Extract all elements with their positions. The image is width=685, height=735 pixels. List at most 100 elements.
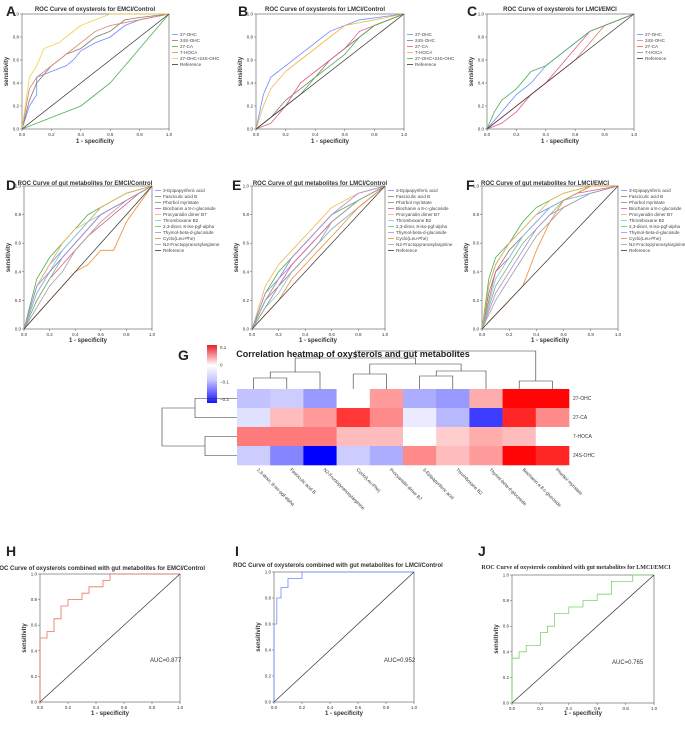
x-tick-label: 0.4 (327, 705, 334, 710)
dendrogram-link (204, 436, 237, 456)
x-tick-label: 1.0 (166, 132, 173, 137)
y-tick-label: 0.6 (503, 624, 510, 629)
x-tick-label: 0.8 (383, 705, 390, 710)
plot-frame (255, 13, 405, 130)
y-axis-label: sensitivity (22, 623, 28, 653)
y-tick-label: 0.4 (247, 81, 254, 86)
y-tick-label: 1.0 (503, 573, 510, 578)
y-tick-label: 0.2 (265, 674, 272, 679)
y-tick-label: 0.8 (15, 212, 22, 217)
y-tick-label: 0.0 (15, 327, 22, 332)
heatmap-col-label: Thymol-beta-d-glucoside (488, 467, 528, 507)
x-tick-label: 0.2 (65, 705, 72, 710)
y-tick-label: 0.6 (243, 241, 250, 246)
panel-h: H ROC Curve of oxysterols combined with g… (0, 543, 205, 717)
heatmap-cell (369, 408, 404, 428)
series-line-thymol-beta-d-glucoside (23, 185, 153, 330)
x-tick-label: 1.0 (401, 132, 408, 137)
panel-label: D (6, 177, 16, 193)
x-tick-label: 0.0 (249, 332, 256, 337)
y-tick-label: 0.4 (473, 269, 480, 274)
heatmap-row-label: 24S-OHC (573, 453, 595, 459)
y-tick-label: 0.4 (31, 648, 38, 653)
x-axis-label: 1 - specificity (311, 139, 350, 145)
legend-label: Biochanin a 8-c-glucoside (629, 206, 682, 211)
heatmap-col-label: Phorbol myristate (555, 467, 584, 496)
heatmap-cell (502, 389, 537, 409)
legend-label: Procyanidin dimer B7 (396, 212, 440, 217)
x-tick-label: 0.4 (78, 132, 85, 137)
y-tick-label: 0.2 (503, 675, 510, 680)
panel-a: A ROC Curve of oxysterols for EMCI/Contro… (4, 3, 220, 145)
y-tick-label: 0.8 (247, 35, 254, 40)
heatmap-col-label: Procyanidin dimer B7 (389, 467, 424, 502)
row-dendrogram (161, 398, 237, 456)
plot-frame (511, 574, 655, 704)
legend-label: Reference (396, 248, 418, 253)
legend-label: N2-Fructopyranosylarginine (629, 242, 685, 247)
panel-label: C (467, 3, 477, 19)
series-line-7-hoca (21, 13, 170, 130)
heatmap-cell (270, 408, 304, 428)
y-tick-label: 1.0 (15, 184, 22, 189)
legend-label: 27-CA (180, 44, 194, 49)
x-axis-label: 1 - specificity (299, 338, 338, 344)
y-tick-label: 0.8 (473, 212, 480, 217)
x-tick-label: 0.8 (622, 706, 629, 711)
series-line-combined (273, 571, 414, 702)
legend-label: Fasciculic acid B (163, 194, 197, 199)
y-axis-label: sensitivity (238, 56, 244, 86)
x-tick-label: 0.8 (136, 132, 143, 137)
heatmap-cell (535, 427, 570, 447)
panel-g: G Correlation heatmap of oxysterols and g… (161, 345, 595, 511)
series-line-procyanidin-dimer-b7 (23, 185, 153, 330)
panel-f: F ROC Curve of gut metabolites for LMCI/E… (464, 177, 685, 344)
heatmap-cell (369, 389, 404, 409)
series-line-n2-fructopyranosylarginine (481, 185, 619, 330)
plot-frame (486, 13, 635, 130)
legend-label: Fasciculic acid B (629, 194, 663, 199)
x-tick-label: 0.0 (253, 132, 260, 137)
y-tick-label: 0.8 (31, 597, 38, 602)
y-tick-label: 0.4 (503, 649, 510, 654)
y-axis-label: sensitivity (256, 622, 262, 652)
x-tick-label: 0.4 (72, 332, 79, 337)
legend-label: Phorbol myristate (396, 200, 432, 205)
chart-title: ROC Curve of oxysterols combined with gu… (481, 565, 671, 571)
y-tick-label: 0.6 (478, 58, 485, 63)
dendrogram-link (161, 407, 205, 447)
legend-label: 24S-OHC (645, 38, 666, 43)
legend-label: Biochanin a 8-c-glucoside (163, 206, 216, 211)
heatmap-cell (369, 446, 404, 466)
y-tick-label: 0.2 (473, 298, 480, 303)
x-tick-label: 0.2 (46, 332, 53, 337)
y-axis-label: sensitivity (464, 242, 470, 272)
y-tick-label: 1.0 (31, 572, 38, 577)
colorbar-tick-label: −0.1 (220, 380, 229, 385)
x-tick-label: 1.0 (615, 332, 622, 337)
heatmap-cell (369, 427, 404, 447)
chart-title: ROC Curve of gut metabolites for LMCI/EM… (481, 181, 609, 187)
legend-label: Reference (629, 248, 651, 253)
panel-label: J (478, 543, 486, 559)
legend-label: Thromboxane B2 (629, 218, 665, 223)
y-tick-label: 0.8 (265, 596, 272, 601)
x-axis-label: 1 - specificity (76, 139, 115, 145)
series-line-thromboxane-b2 (481, 185, 619, 330)
y-tick-label: 1.0 (243, 184, 250, 189)
series-line-27-ca (255, 13, 405, 130)
legend-label: Cyclo(Leu-Phe) (629, 236, 661, 241)
x-tick-label: 0.0 (21, 332, 28, 337)
y-tick-label: 0.0 (478, 127, 485, 132)
colorbar-tick-label: 0.1 (220, 345, 227, 350)
heatmap-cell (237, 427, 271, 447)
y-tick-label: 0.6 (473, 241, 480, 246)
heatmap-cell (270, 446, 304, 466)
heatmap-col-label: Thromboxane B2 (455, 467, 484, 496)
series-line-reference (255, 13, 405, 130)
x-axis-label: 1 - specificity (564, 711, 603, 717)
legend-label: Thymol-beta-d-glucoside (163, 230, 214, 235)
legend-label: 27-CA (415, 44, 429, 49)
colorbar-tick-label: −0.2 (220, 397, 229, 402)
heatmap-col-label: Cyclo(Leu-Phe) (355, 467, 381, 493)
